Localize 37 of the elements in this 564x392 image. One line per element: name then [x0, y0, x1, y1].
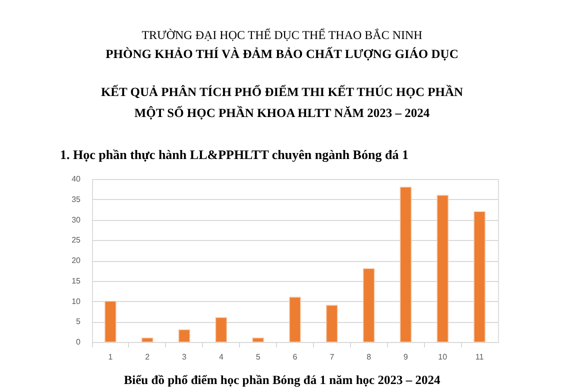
bar — [326, 304, 338, 342]
x-tick-label: 10 — [438, 352, 448, 362]
y-tick-label: 5 — [76, 317, 82, 326]
x-tick-label: 9 — [404, 352, 408, 362]
x-tick-label: 3 — [182, 352, 188, 362]
bar — [141, 338, 154, 342]
x-tick-label: 6 — [292, 352, 298, 362]
x-tick-label: 2 — [145, 352, 150, 362]
x-tick-label: 8 — [366, 352, 372, 362]
y-tick-label: 15 — [72, 276, 82, 286]
y-tick-label: 25 — [72, 236, 82, 245]
bar — [252, 338, 264, 342]
y-tick-label: 35 — [72, 194, 82, 204]
x-tick-label: 1 — [108, 352, 114, 362]
bar — [215, 317, 228, 342]
y-tick-label: 40 — [72, 174, 82, 184]
text: KẾT QUẢ PHÂN TÍCH PHỔ ĐIỂM THI KẾT THÚC HỌC PHẦN — [100, 84, 464, 99]
y-tick-label: 30 — [72, 215, 82, 224]
x-tick-label: 4 — [218, 352, 224, 362]
y-tick-label: 0 — [76, 338, 82, 346]
bar — [400, 186, 412, 342]
text: Biểu đồ phổ điểm học phần Bóng đá 1 năm học 2023 – 2024 — [124, 373, 441, 387]
text: 1. Học phần thực hành LL&PPHLTT chuyên ngành Bóng đá 1 — [60, 147, 408, 162]
text: MỘT SỐ HỌC PHẦN KHOA HLTT NĂM 2023 – 2024 — [134, 105, 430, 120]
bar — [178, 329, 190, 342]
bar — [104, 300, 116, 342]
bar — [474, 211, 486, 342]
bar — [362, 268, 375, 342]
text: TRƯỜNG ĐẠI HỌC THỂ DỤC THỂ THAO BẮC NINH — [142, 28, 423, 42]
x-tick-label: 5 — [256, 352, 261, 362]
bar — [289, 296, 301, 342]
y-tick-label: 20 — [72, 256, 82, 265]
x-tick-label: 7 — [330, 352, 335, 362]
y-tick-label: 10 — [72, 296, 82, 306]
text: PHÒNG KHẢO THÍ VÀ ĐẢM BẢO CHẤT LƯỢNG GIÁO DỤC — [106, 46, 458, 61]
bar — [436, 194, 449, 342]
x-tick-label: 11 — [475, 352, 484, 362]
